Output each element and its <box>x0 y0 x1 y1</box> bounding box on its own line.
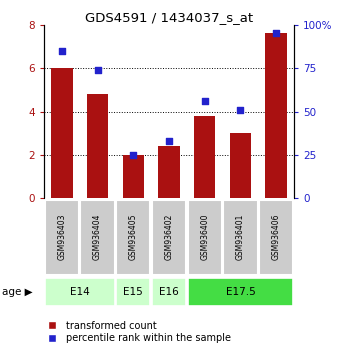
Point <box>95 67 100 73</box>
FancyBboxPatch shape <box>188 278 293 306</box>
Text: GSM936402: GSM936402 <box>165 214 173 261</box>
FancyBboxPatch shape <box>152 200 186 275</box>
FancyBboxPatch shape <box>45 278 115 306</box>
Text: GSM936405: GSM936405 <box>129 214 138 261</box>
Legend: transformed count, percentile rank within the sample: transformed count, percentile rank withi… <box>39 317 235 347</box>
Point <box>202 98 208 104</box>
Bar <box>123 155 144 198</box>
Text: GSM936400: GSM936400 <box>200 214 209 261</box>
Point <box>273 30 279 36</box>
Text: E17.5: E17.5 <box>225 287 255 297</box>
Point <box>130 152 136 158</box>
FancyBboxPatch shape <box>45 200 79 275</box>
Text: GSM936401: GSM936401 <box>236 214 245 261</box>
Text: age ▶: age ▶ <box>2 287 32 297</box>
FancyBboxPatch shape <box>259 200 293 275</box>
Bar <box>51 68 73 198</box>
Text: E16: E16 <box>159 287 179 297</box>
Point <box>59 48 65 53</box>
FancyBboxPatch shape <box>188 200 222 275</box>
FancyBboxPatch shape <box>80 200 115 275</box>
FancyBboxPatch shape <box>152 278 186 306</box>
Bar <box>265 33 287 198</box>
Bar <box>158 146 180 198</box>
Text: GSM936403: GSM936403 <box>57 214 66 261</box>
FancyBboxPatch shape <box>223 200 258 275</box>
Point <box>166 138 172 144</box>
Text: GSM936404: GSM936404 <box>93 214 102 261</box>
Text: GSM936406: GSM936406 <box>272 214 281 261</box>
Text: E14: E14 <box>70 287 90 297</box>
FancyBboxPatch shape <box>116 200 150 275</box>
Bar <box>230 133 251 198</box>
Bar <box>194 116 215 198</box>
Bar <box>87 94 108 198</box>
Text: E15: E15 <box>123 287 143 297</box>
Title: GDS4591 / 1434037_s_at: GDS4591 / 1434037_s_at <box>85 11 253 24</box>
Point <box>238 107 243 113</box>
FancyBboxPatch shape <box>116 278 150 306</box>
